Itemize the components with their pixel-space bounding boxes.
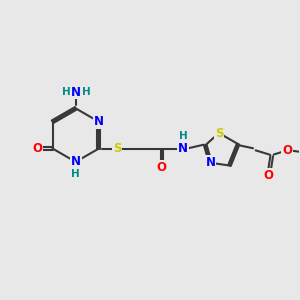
- Text: H: H: [62, 87, 70, 97]
- Text: N: N: [71, 155, 81, 168]
- Text: H: H: [71, 169, 80, 179]
- Text: O: O: [264, 169, 274, 182]
- Text: O: O: [282, 143, 292, 157]
- Text: H: H: [82, 87, 91, 97]
- Text: N: N: [94, 115, 104, 128]
- Text: N: N: [206, 156, 215, 169]
- Text: O: O: [32, 142, 42, 155]
- Text: N: N: [71, 85, 81, 98]
- Text: O: O: [157, 161, 167, 174]
- Text: N: N: [178, 142, 188, 155]
- Text: H: H: [179, 131, 188, 141]
- Text: S: S: [113, 142, 122, 155]
- Text: S: S: [215, 127, 223, 140]
